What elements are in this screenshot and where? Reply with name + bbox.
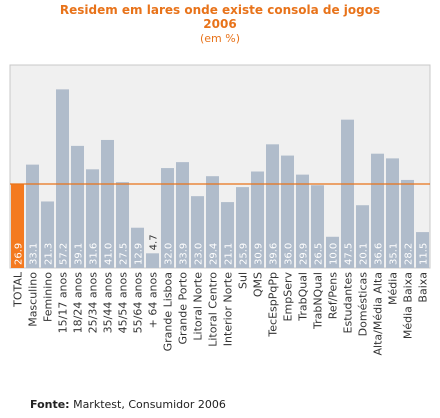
value-label-2: 21.3 (44, 243, 55, 265)
category-label-8: 55/64 anos (132, 272, 145, 334)
category-label-0: TOTAL (12, 271, 25, 308)
chart-title-year: 2006 (203, 17, 237, 31)
bar-25 (386, 158, 399, 268)
bars-group (11, 89, 429, 269)
bar-21 (326, 236, 339, 268)
source-note: Fonte: Marktest, Consumidor 2006 (30, 398, 226, 411)
bar-17 (266, 144, 279, 268)
bar-8 (131, 227, 144, 268)
bar-20 (311, 185, 324, 268)
category-label-18: EmpServ (282, 272, 295, 322)
bar-14 (221, 202, 234, 268)
bar-5 (86, 169, 99, 268)
bar-27 (416, 232, 429, 268)
bar-2 (41, 201, 54, 268)
bar-23 (356, 205, 369, 268)
chart-subtitle: (em %) (199, 32, 240, 45)
category-label-24: Alta/Média Alta (372, 272, 385, 356)
category-labels-group: TOTAL Masculino Feminino 15/17 anos 18/24 an… (12, 271, 430, 355)
bar-15 (236, 187, 249, 268)
bar-6 (101, 139, 114, 268)
bar-0 (11, 183, 24, 268)
value-label-25: 35.1 (389, 243, 400, 265)
bar-10 (161, 168, 174, 268)
value-label-0: 26.9 (14, 243, 25, 265)
bar-22 (341, 119, 354, 269)
value-label-5: 31.6 (89, 243, 100, 265)
category-label-1: Masculino (27, 272, 40, 327)
bar-9 (146, 253, 159, 268)
value-label-27: 11.5 (419, 243, 430, 265)
category-label-25: Média (387, 272, 400, 305)
category-label-16: QMS (252, 272, 265, 297)
category-label-26: Média Baixa (402, 272, 415, 339)
value-label-9: 4.7 (149, 234, 160, 250)
value-label-1: 33.1 (29, 243, 40, 265)
category-label-6: 35/44 anos (102, 272, 115, 334)
category-label-5: 25/34 anos (87, 272, 100, 334)
category-label-3: 15/17 anos (57, 272, 70, 334)
bar-26 (401, 179, 414, 268)
category-label-17: TecEspPqPp (267, 272, 280, 338)
bar-16 (251, 171, 264, 268)
category-label-13: Litoral Centro (207, 272, 220, 347)
value-label-20: 26.5 (314, 243, 325, 265)
value-label-4: 39.1 (74, 243, 85, 265)
bar-7 (116, 182, 129, 268)
value-label-22: 47.5 (344, 243, 355, 265)
chart-title: Residem em lares onde existe consola de … (59, 3, 381, 17)
bar-24 (371, 153, 384, 268)
category-label-14: Interior Norte (222, 272, 235, 346)
bar-1 (26, 164, 39, 268)
bar-13 (206, 176, 219, 268)
value-label-7: 27.5 (119, 243, 130, 265)
value-label-26: 28.2 (404, 243, 415, 265)
category-label-10: Grande Lisboa (162, 272, 175, 351)
value-label-14: 21.1 (224, 243, 235, 265)
value-label-12: 23.0 (194, 243, 205, 265)
category-label-23: Domésticas (357, 272, 370, 337)
bar-4 (71, 145, 84, 268)
category-label-22: Estudantes (342, 272, 355, 334)
value-labels-group: 26.9 33.1 21.3 57.2 39.1 31.6 41.0 27.5 12.9 4.7 3… (14, 234, 430, 265)
category-label-2: Feminino (42, 272, 55, 322)
category-label-7: 45/54 anos (117, 272, 130, 334)
bar-11 (176, 162, 189, 268)
category-label-21: Ref/Pens (327, 272, 340, 319)
value-label-8: 12.9 (134, 243, 145, 265)
value-label-6: 41.0 (104, 243, 115, 265)
category-label-9: + 64 anos (147, 272, 160, 329)
value-label-21: 10.0 (329, 243, 340, 265)
source-label: Fonte: (30, 398, 70, 411)
category-label-15: Sul (237, 272, 250, 289)
value-label-13: 29.4 (209, 243, 220, 265)
value-label-10: 32.0 (164, 243, 175, 265)
value-label-11: 33.9 (179, 243, 190, 265)
bar-12 (191, 196, 204, 268)
bar-19 (296, 174, 309, 268)
value-label-16: 30.9 (254, 243, 265, 265)
value-label-15: 25.9 (239, 243, 250, 265)
value-label-23: 20.1 (359, 243, 370, 265)
category-label-27: Baixa (417, 272, 430, 303)
value-label-24: 36.6 (374, 243, 385, 265)
category-label-20: TrabNQual (312, 272, 325, 330)
category-label-12: Litoral Norte (192, 272, 205, 341)
bar-3 (56, 89, 69, 268)
category-label-19: TrabQual (297, 272, 310, 322)
value-label-19: 29.9 (299, 243, 310, 265)
source-text: Marktest, Consumidor 2006 (73, 398, 226, 411)
value-label-18: 36.0 (284, 243, 295, 265)
value-label-17: 39.6 (269, 243, 280, 265)
category-label-4: 18/24 anos (72, 272, 85, 334)
category-label-11: Grande Porto (177, 272, 190, 345)
value-label-3: 57.2 (59, 243, 70, 265)
